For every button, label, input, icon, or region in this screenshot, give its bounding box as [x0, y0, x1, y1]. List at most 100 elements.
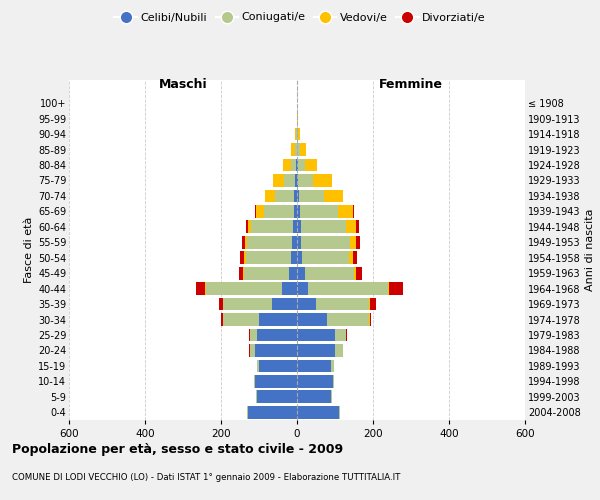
Bar [346, 328, 347, 342]
Bar [289, 267, 297, 280]
Bar [223, 298, 272, 310]
Bar [353, 205, 355, 218]
Bar [284, 174, 295, 187]
Text: COMUNE DI LODI VECCHIO (LO) - Dati ISTAT 1° gennaio 2009 - Elaborazione TUTTITAL: COMUNE DI LODI VECCHIO (LO) - Dati ISTAT… [12, 472, 400, 482]
Bar [356, 236, 360, 248]
Bar [242, 236, 245, 248]
Bar [293, 220, 297, 233]
Bar [250, 328, 257, 342]
Bar [299, 190, 323, 202]
Bar [248, 220, 251, 233]
Bar [251, 220, 293, 233]
Bar [339, 406, 340, 418]
Bar [257, 328, 297, 342]
Bar [308, 282, 388, 295]
Bar [338, 205, 353, 218]
Bar [297, 313, 328, 326]
Bar [239, 267, 242, 280]
Bar [297, 112, 298, 125]
Bar [323, 190, 343, 202]
Bar [335, 328, 346, 342]
Bar [331, 360, 334, 372]
Bar [249, 328, 250, 342]
Bar [297, 298, 316, 310]
Bar [328, 313, 369, 326]
Bar [388, 282, 389, 295]
Bar [370, 298, 376, 310]
Bar [223, 313, 259, 326]
Bar [282, 282, 297, 295]
Bar [297, 174, 298, 187]
Bar [255, 375, 297, 388]
Bar [244, 267, 289, 280]
Bar [272, 298, 297, 310]
Bar [242, 267, 244, 280]
Bar [300, 205, 338, 218]
Bar [349, 252, 353, 264]
Bar [297, 406, 339, 418]
Bar [297, 236, 301, 248]
Bar [301, 143, 306, 156]
Text: Popolazione per età, sesso e stato civile - 2009: Popolazione per età, sesso e stato civil… [12, 442, 343, 456]
Bar [255, 205, 256, 218]
Y-axis label: Anni di nascita: Anni di nascita [584, 208, 595, 291]
Bar [301, 236, 350, 248]
Bar [257, 390, 297, 403]
Bar [370, 313, 371, 326]
Bar [297, 128, 298, 140]
Bar [206, 282, 282, 295]
Bar [298, 158, 305, 172]
Bar [354, 267, 356, 280]
Bar [316, 298, 369, 310]
Bar [333, 375, 334, 388]
Bar [272, 174, 284, 187]
Bar [297, 390, 331, 403]
Bar [297, 252, 302, 264]
Bar [263, 205, 294, 218]
Bar [356, 220, 359, 233]
Bar [356, 267, 362, 280]
Bar [297, 267, 305, 280]
Bar [205, 282, 206, 295]
Bar [331, 390, 332, 403]
Bar [353, 252, 358, 264]
Bar [259, 360, 297, 372]
Bar [297, 375, 333, 388]
Bar [246, 220, 248, 233]
Bar [295, 174, 297, 187]
Bar [196, 282, 205, 295]
Text: Maschi: Maschi [158, 78, 208, 91]
Bar [257, 360, 259, 372]
Bar [305, 267, 354, 280]
Bar [246, 252, 292, 264]
Bar [297, 220, 301, 233]
Bar [275, 190, 294, 202]
Y-axis label: Fasce di età: Fasce di età [23, 217, 34, 283]
Bar [389, 282, 403, 295]
Bar [295, 128, 296, 140]
Bar [302, 252, 349, 264]
Bar [335, 344, 343, 357]
Bar [250, 344, 255, 357]
Bar [296, 158, 297, 172]
Bar [296, 128, 297, 140]
Bar [350, 236, 356, 248]
Bar [221, 313, 223, 326]
Bar [254, 375, 255, 388]
Bar [297, 190, 299, 202]
Bar [240, 252, 244, 264]
Bar [297, 205, 300, 218]
Bar [294, 205, 297, 218]
Bar [297, 360, 331, 372]
Bar [247, 406, 248, 418]
Bar [297, 344, 335, 357]
Bar [297, 282, 308, 295]
Bar [219, 298, 223, 310]
Bar [265, 190, 275, 202]
Bar [305, 158, 317, 172]
Bar [346, 220, 356, 233]
Bar [255, 344, 297, 357]
Bar [248, 406, 297, 418]
Bar [291, 143, 295, 156]
Bar [301, 220, 346, 233]
